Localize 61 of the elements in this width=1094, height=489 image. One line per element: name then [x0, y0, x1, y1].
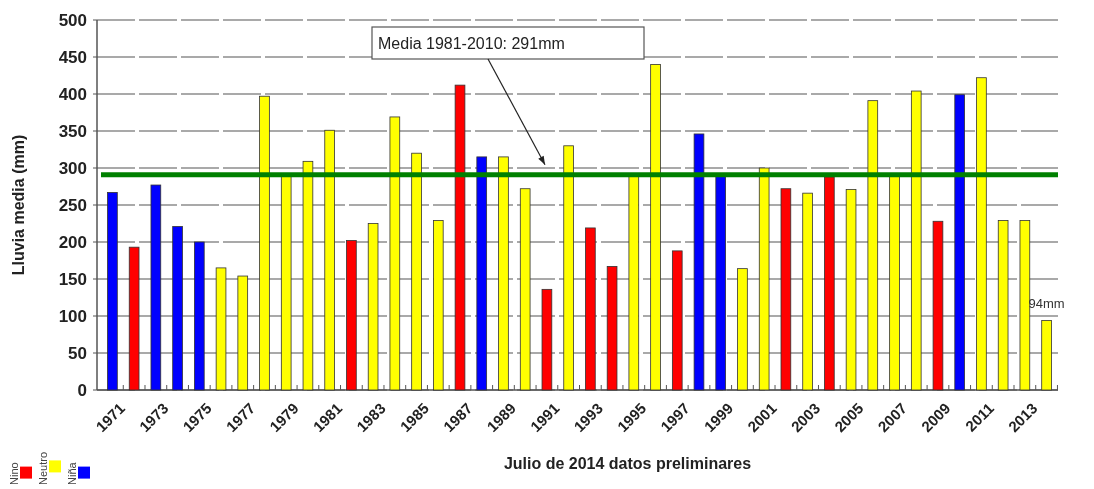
bar [650, 64, 661, 391]
ref-line-label: Media 1981-2010: 291mm [378, 34, 565, 52]
bar [780, 188, 792, 391]
y-tick-label: 450 [58, 47, 87, 67]
bar [1041, 320, 1052, 391]
bar [1019, 220, 1031, 391]
bar [498, 156, 509, 391]
bar [107, 192, 118, 391]
bar [194, 241, 205, 391]
y-tick-label: 200 [58, 232, 87, 252]
bar [476, 156, 488, 391]
bar [715, 175, 726, 391]
bar [215, 267, 227, 391]
bar [932, 220, 944, 391]
bar [302, 160, 314, 391]
bar [910, 90, 922, 391]
legend-label: Niña [66, 461, 78, 485]
bar [845, 189, 857, 391]
y-tick-label: 0 [77, 380, 87, 400]
bar [280, 175, 292, 391]
bar [172, 226, 183, 391]
bar [758, 167, 770, 391]
y-tick-label: 150 [58, 269, 87, 289]
bar [454, 84, 466, 391]
legend-label: Nino [8, 462, 20, 485]
bar [585, 227, 596, 391]
bar [628, 175, 640, 391]
bar [346, 240, 357, 391]
bar [389, 116, 401, 391]
bar [259, 95, 270, 391]
bar [954, 94, 965, 391]
y-axis-title: Lluvia media (mm) [10, 134, 27, 276]
y-tick-label: 50 [68, 343, 87, 363]
bar [693, 133, 705, 391]
bar [606, 266, 618, 391]
y-tick-label: 250 [58, 195, 87, 215]
bar [997, 220, 1009, 391]
bar [324, 129, 335, 391]
bar [150, 184, 162, 391]
bar [128, 246, 140, 391]
bar [367, 223, 379, 391]
bar [541, 288, 553, 391]
y-tick-label: 400 [58, 84, 87, 104]
bar [563, 145, 574, 391]
bar [824, 176, 835, 391]
bar [867, 100, 879, 391]
legend-label: Neutro [37, 451, 49, 485]
bar [976, 77, 987, 391]
bar [237, 275, 249, 391]
bar [737, 268, 748, 391]
bar [519, 188, 531, 391]
y-tick-label: 500 [58, 10, 87, 30]
y-tick-label: 350 [58, 121, 87, 141]
y-tick-label: 100 [58, 306, 87, 326]
bar [671, 250, 683, 391]
x-axis-title: Julio de 2014 datos preliminares [503, 455, 752, 472]
bar [889, 175, 900, 391]
bar [802, 192, 813, 391]
bar [433, 220, 444, 391]
y-tick-label: 300 [58, 158, 87, 178]
bar [411, 152, 422, 391]
